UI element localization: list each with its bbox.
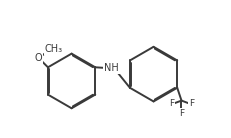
Text: F: F	[188, 99, 193, 108]
Text: O: O	[35, 53, 42, 63]
Text: NH: NH	[104, 63, 118, 73]
Text: CH₃: CH₃	[45, 44, 63, 54]
Text: F: F	[178, 109, 183, 118]
Text: F: F	[168, 99, 173, 108]
